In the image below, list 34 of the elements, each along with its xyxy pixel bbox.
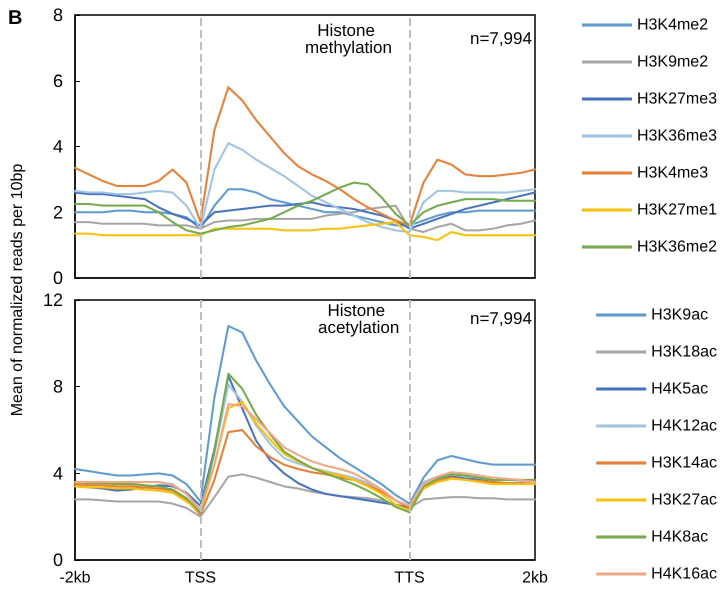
y-tick-label: 0: [52, 268, 63, 288]
x-tick-label: 2kb: [522, 570, 548, 586]
legend-label: H3K27me1: [636, 202, 718, 218]
y-tick-label: 12: [42, 290, 63, 310]
legend-label: H3K18ac: [651, 344, 718, 360]
annotation: n=7,994: [470, 29, 532, 48]
legend-label: H3K9me2: [636, 54, 708, 70]
y-tick-label: 4: [52, 463, 63, 484]
annotation: n=7,994: [470, 309, 532, 328]
legend-label: H3K14ac: [651, 454, 718, 472]
y-tick-label: 8: [52, 5, 63, 25]
y-tick-label: 6: [52, 70, 63, 91]
legend-label: H3K4me2: [636, 16, 708, 34]
y-tick-label: 2: [52, 202, 63, 222]
y-tick-label: 4: [52, 136, 63, 156]
legend-label: H4K8ac: [651, 528, 708, 546]
y-tick-label: 0: [52, 550, 63, 570]
legend-label: H4K5ac: [651, 380, 708, 398]
legend-label: H3K27me3: [636, 90, 718, 108]
legend-label: H4K16ac: [651, 566, 718, 582]
x-tick-label: TSS: [184, 570, 216, 586]
legend-label: H3K27ac: [651, 492, 718, 508]
legend-label: H3K9ac: [651, 306, 708, 324]
x-tick-label: -2kb: [59, 570, 91, 586]
y-axis-title: Mean of normalized reads per 10bp: [9, 164, 27, 416]
annotation: Histone acetylation: [318, 301, 400, 337]
legend-label: H3K36me3: [636, 128, 718, 144]
x-tick-label: TTS: [394, 570, 425, 586]
legend-label: H4K12ac: [651, 418, 718, 434]
y-tick-label: 8: [52, 376, 63, 397]
legend-label: H3K36me2: [636, 238, 718, 256]
text: B: [8, 7, 22, 29]
legend-label: H3K4me3: [636, 164, 708, 182]
annotation: Histone methylation: [305, 21, 392, 57]
